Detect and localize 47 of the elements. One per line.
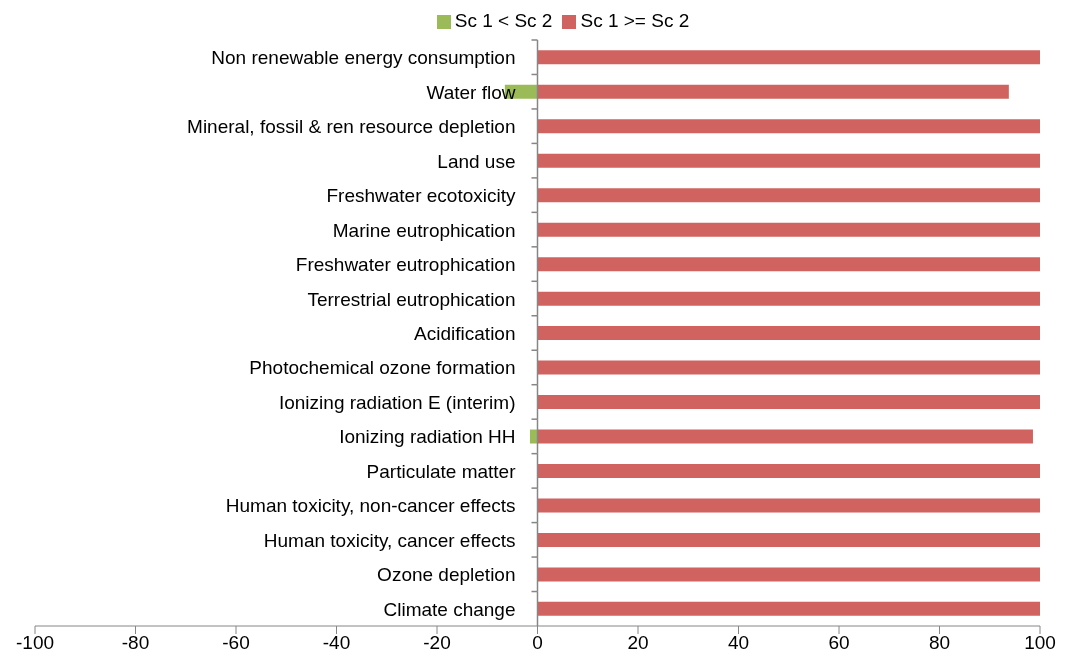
bar bbox=[537, 153, 1040, 168]
bar bbox=[529, 429, 538, 444]
x-tick-label: 0 bbox=[532, 632, 543, 654]
bar bbox=[537, 50, 1040, 65]
x-tick-label: 60 bbox=[828, 632, 850, 654]
bar bbox=[537, 119, 1040, 134]
bar bbox=[537, 188, 1040, 203]
legend-label: Sc 1 >= Sc 2 bbox=[580, 10, 690, 31]
y-tick-label: Ionizing radiation HH bbox=[339, 426, 516, 448]
bar bbox=[537, 257, 1040, 272]
x-tick-label: 100 bbox=[1024, 632, 1056, 654]
bar bbox=[537, 567, 1040, 582]
bar bbox=[537, 429, 1033, 444]
y-tick-label: Ozone depletion bbox=[377, 564, 516, 586]
legend-label: Sc 1 < Sc 2 bbox=[454, 10, 553, 31]
bar bbox=[537, 84, 1009, 99]
bar bbox=[537, 222, 1040, 237]
y-tick-label: Marine eutrophication bbox=[332, 219, 516, 241]
bar bbox=[537, 532, 1040, 547]
y-tick-label: Land use bbox=[437, 150, 516, 172]
y-tick-label: Human toxicity, cancer effects bbox=[263, 529, 516, 551]
bar bbox=[537, 360, 1040, 375]
y-tick-label: Terrestrial eutrophication bbox=[307, 288, 516, 310]
y-tick-label: Non renewable energy consumption bbox=[211, 47, 516, 69]
y-tick-label: Photochemical ozone formation bbox=[249, 357, 516, 379]
x-tick-label: -100 bbox=[15, 632, 55, 654]
x-tick-label: -80 bbox=[121, 632, 150, 654]
bar bbox=[537, 326, 1040, 341]
bar bbox=[537, 601, 1040, 616]
y-tick-label: Ionizing radiation E (interim) bbox=[278, 391, 516, 413]
y-tick-label: Particulate matter bbox=[366, 460, 517, 482]
bar bbox=[537, 498, 1040, 513]
y-tick-label: Freshwater ecotoxicity bbox=[326, 185, 516, 207]
y-tick-label: Mineral, fossil & ren resource depletion bbox=[187, 116, 516, 138]
x-tick-label: -60 bbox=[222, 632, 250, 654]
y-tick-label: Acidification bbox=[414, 323, 516, 344]
x-tick-label: 40 bbox=[727, 632, 750, 654]
x-tick-label: -40 bbox=[322, 632, 351, 654]
bar bbox=[537, 395, 1040, 410]
y-tick-label: Climate change bbox=[383, 598, 516, 620]
x-tick-label: 80 bbox=[928, 632, 951, 654]
bar bbox=[537, 463, 1040, 478]
bar bbox=[537, 291, 1040, 306]
y-tick-label: Freshwater eutrophication bbox=[295, 254, 516, 276]
y-tick-label: Human toxicity, non-cancer effects bbox=[225, 495, 516, 517]
x-tick-label: 20 bbox=[627, 632, 649, 654]
x-tick-label: -20 bbox=[423, 632, 451, 654]
